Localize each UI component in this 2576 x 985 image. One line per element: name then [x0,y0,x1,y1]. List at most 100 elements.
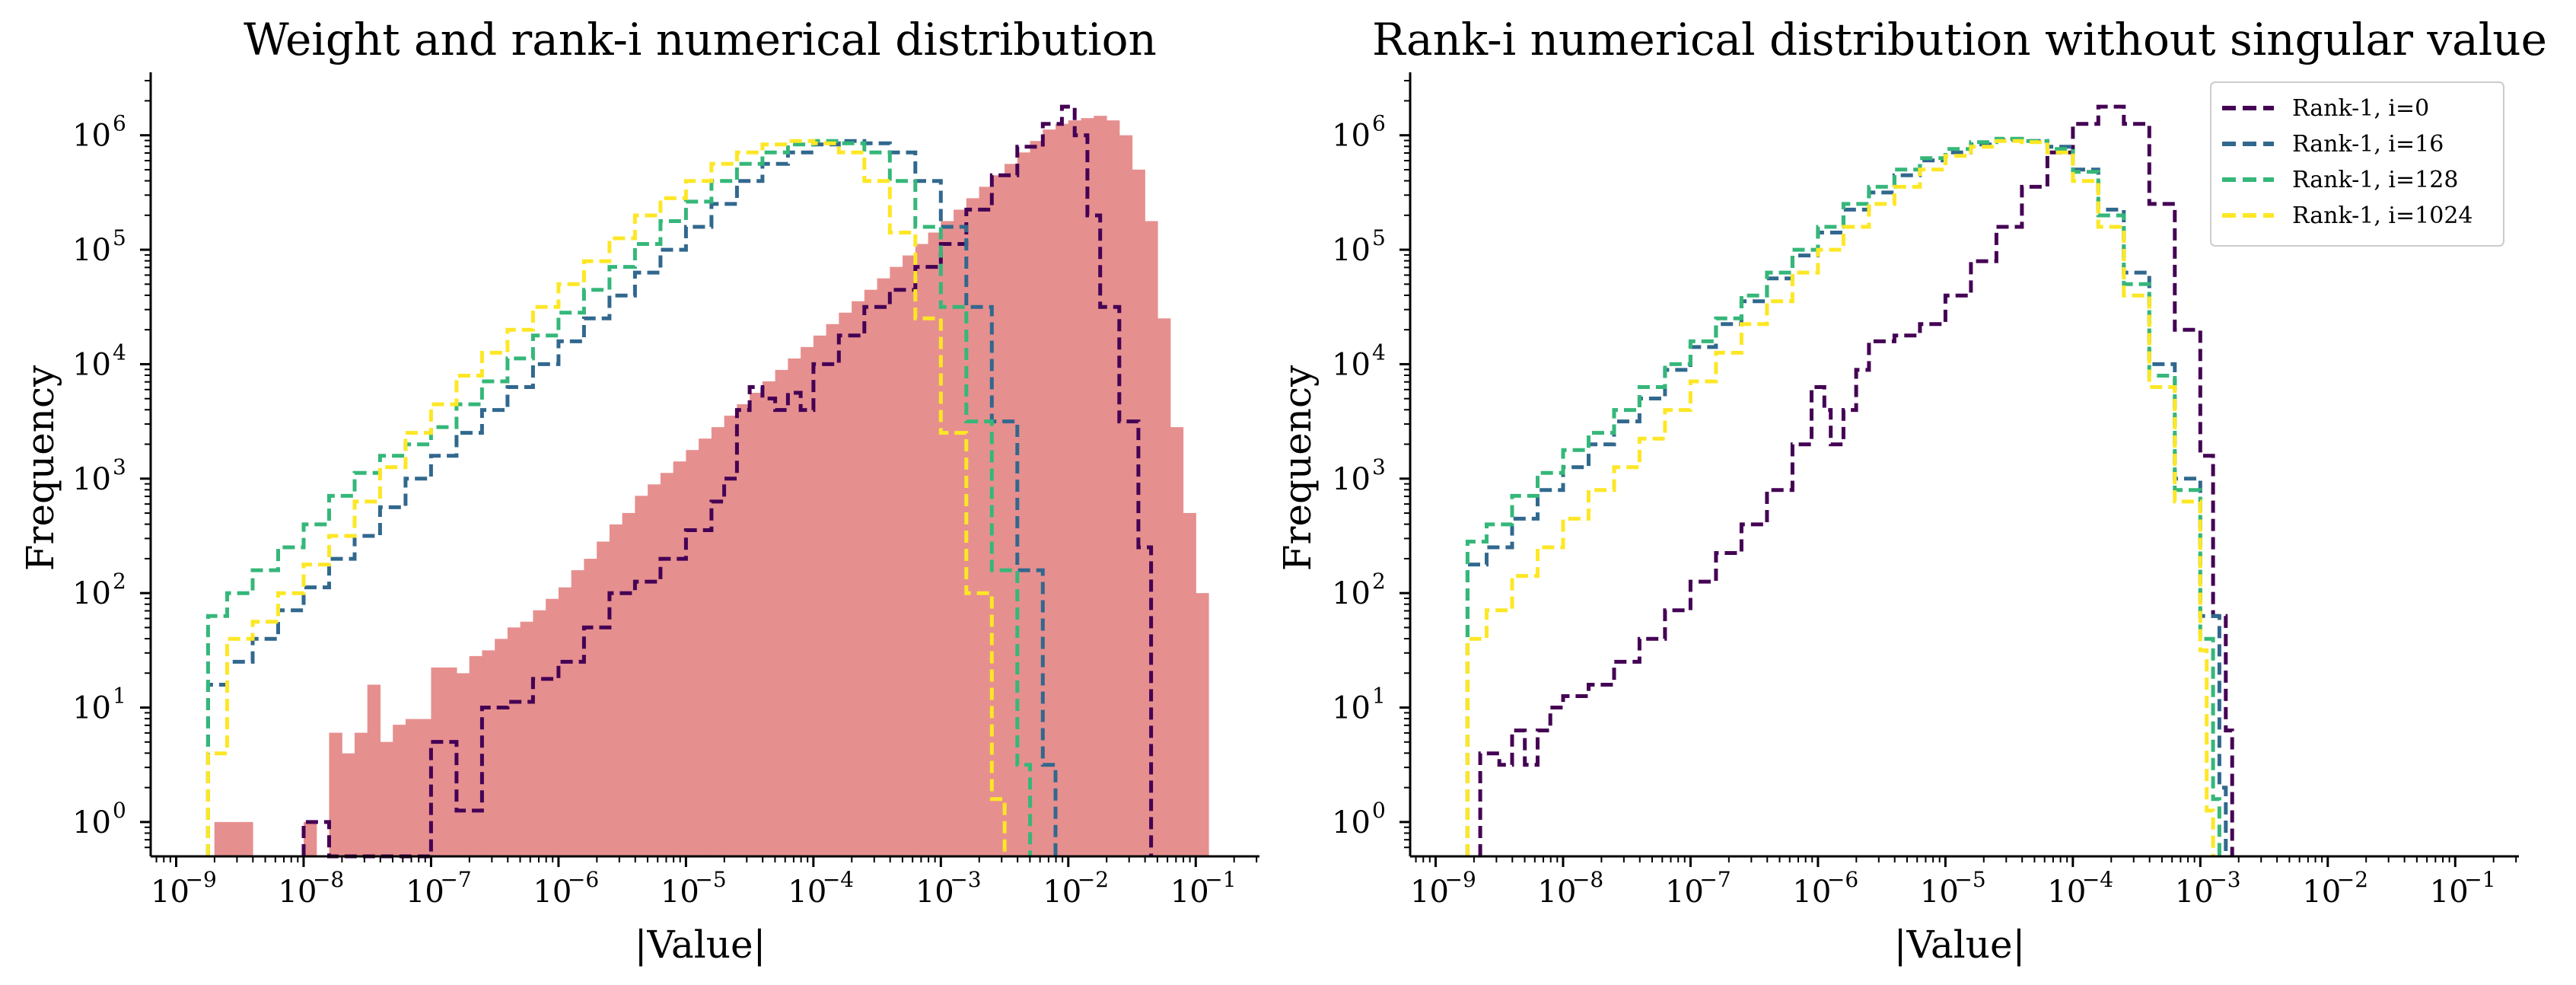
chart-title: Rank-i numerical distribution without si… [1372,14,2547,65]
y-axis-label: Frequency [1275,365,1320,571]
weight-histogram-bar [775,369,788,856]
weight-histogram-bar [648,484,661,856]
y-axis-label: Frequency [18,365,62,571]
x-tick-exponent: −4 [2082,867,2113,892]
y-tick-exponent: 4 [1372,339,1386,365]
series-line-2 [205,139,1033,856]
y-tick-label: 10 [72,233,111,268]
weight-histogram-bar [1157,318,1171,856]
y-tick-label: 10 [72,347,111,382]
weight-histogram-bar [711,427,725,856]
x-tick-label: 10 [406,875,444,910]
x-tick-label: 10 [2430,875,2469,910]
weight-histogram-bar [762,381,776,856]
weight-histogram-bar [1170,427,1184,856]
weight-histogram-bar [737,404,750,856]
x-axis-label: |Value| [1894,923,2026,967]
weight-histogram-bar [813,335,827,856]
y-tick-label: 10 [1332,347,1371,382]
y-tick-label: 10 [72,462,111,497]
x-tick-exponent: −7 [440,867,471,892]
weight-histogram-bar [597,541,610,856]
series-line-1 [205,139,1058,856]
weight-histogram-bar [482,650,495,856]
weight-histogram-bar [329,732,342,856]
weight-histogram-bar [954,209,967,856]
y-tick-exponent: 2 [113,569,126,594]
weight-histogram-bar [1005,164,1018,856]
weight-histogram-bar [1145,221,1158,856]
x-axis-label: |Value| [635,923,766,967]
y-tick-exponent: 0 [113,798,126,823]
weight-histogram-bar [227,821,240,856]
chart-left: Weight and rank-i numerical distribution… [18,14,1259,967]
weight-histogram-bar [699,438,712,856]
weight-histogram-bar [520,621,534,856]
x-tick-label: 10 [1538,875,1577,910]
x-tick-exponent: −9 [185,867,216,892]
x-tick-label: 10 [1665,875,1704,910]
y-tick-exponent: 1 [1372,684,1386,709]
weight-histogram-bar [1107,120,1120,856]
x-tick-exponent: −3 [950,867,981,892]
legend-entry: Rank-1, i=16 [2222,131,2444,158]
x-tick-label: 10 [1170,875,1209,910]
chart-right: Rank-i numerical distribution without si… [1275,14,2547,967]
legend-label: Rank-1, i=16 [2292,131,2444,158]
weight-histogram-bar [750,393,763,856]
legend-label: Rank-1, i=0 [2292,95,2429,122]
series-line-0 [1478,104,2234,856]
y-tick-label: 10 [1332,691,1371,726]
weight-histogram-bar [609,524,623,856]
y-tick-label: 10 [72,119,111,154]
weight-histogram-bar [941,221,954,856]
weight-histogram-bar [979,186,992,856]
weight-histogram-bar [839,312,852,856]
weight-histogram-bar [890,266,903,856]
weight-histogram-bar [915,244,929,856]
weight-histogram-bar [571,570,585,856]
weight-histogram-bar [214,821,228,856]
y-tick-label: 10 [1332,233,1371,268]
y-tick-exponent: 5 [113,225,126,250]
x-tick-label: 10 [2302,875,2341,910]
x-tick-label: 10 [533,875,572,910]
x-tick-label: 10 [151,875,189,910]
y-tick-label: 10 [72,576,111,611]
weight-histogram-bar [405,719,419,856]
y-tick-label: 10 [1332,462,1371,497]
weight-histogram-bar [367,684,381,856]
y-tick-label: 10 [1332,805,1371,840]
x-tick-exponent: −2 [1078,867,1109,892]
weight-histogram-bar [469,655,483,856]
y-tick-label: 10 [72,805,111,840]
weight-histogram-bar [826,324,839,856]
x-tick-label: 10 [788,875,826,910]
y-tick-exponent: 3 [113,454,126,480]
weight-histogram-bar [903,255,916,856]
chart-title: Weight and rank-i numerical distribution [244,14,1157,65]
x-tick-exponent: −7 [1699,867,1731,892]
weight-histogram-bar [444,667,457,856]
x-tick-exponent: −6 [1827,867,1858,892]
x-tick-exponent: −8 [313,867,344,892]
weight-histogram-bar [1056,123,1069,856]
y-tick-label: 10 [1332,119,1371,154]
x-tick-label: 10 [2047,875,2086,910]
weight-histogram-bar [354,732,368,856]
weight-histogram-bar [992,175,1005,856]
weight-histogram-bar [966,198,980,856]
y-tick-exponent: 6 [1372,111,1386,136]
series-line-1 [1465,138,2228,856]
weight-histogram-bar [546,598,559,856]
weight-histogram-bar [1068,120,1082,856]
y-tick-exponent: 1 [113,684,126,709]
y-tick-exponent: 3 [1372,454,1386,480]
weight-histogram-bar [1196,593,1209,856]
x-tick-label: 10 [279,875,317,910]
weight-histogram-bar [456,673,470,856]
x-tick-label: 10 [661,875,699,910]
legend-entry: Rank-1, i=0 [2222,95,2429,122]
